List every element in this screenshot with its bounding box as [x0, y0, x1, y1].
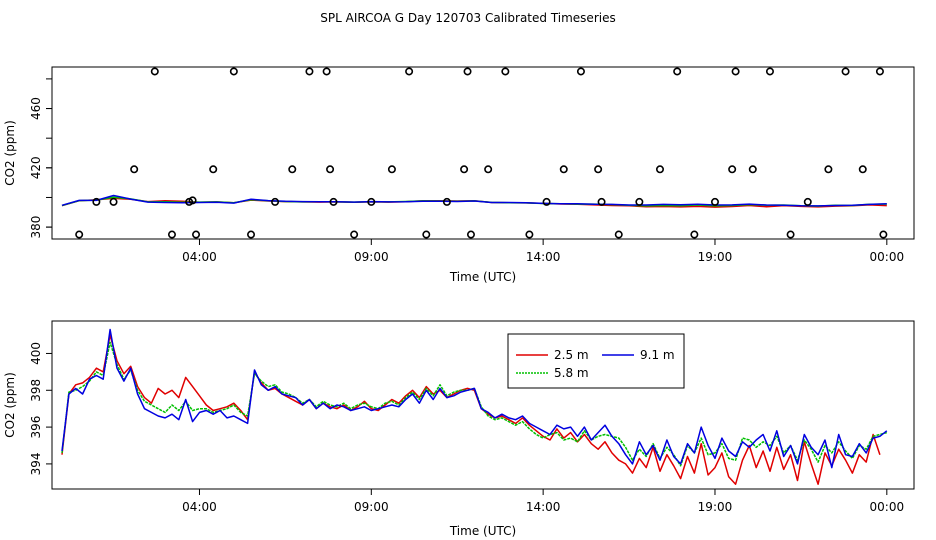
lower-y-axis: 394 396 398 400 — [29, 342, 52, 475]
y-tick-label: 460 — [29, 97, 43, 120]
outlier-point — [841, 67, 850, 76]
legend-box — [507, 333, 685, 389]
y-tick-label: 394 — [29, 452, 43, 475]
outlier-point — [109, 197, 118, 206]
outlier-point — [229, 67, 238, 76]
outlier-point — [748, 165, 757, 174]
outlier-point — [422, 230, 431, 239]
series-line-9-1-m — [61, 328, 888, 469]
y-tick-label: 380 — [29, 216, 43, 239]
outlier-point — [728, 165, 737, 174]
outlier-point — [150, 67, 159, 76]
y-tick-label: 398 — [29, 379, 43, 402]
lower-line-panel: 04:00 09:00 14:00 19:00 00:00 394 396 398 400 T… — [3, 320, 915, 538]
outlier-point — [247, 230, 256, 239]
x-tick-label: 19:00 — [698, 500, 733, 514]
outlier-point — [92, 197, 101, 206]
outlier-point — [710, 197, 719, 206]
upper-y-axis: 380 420 460 — [29, 78, 52, 239]
outlier-point — [858, 165, 867, 174]
outlier-point — [367, 197, 376, 206]
x-tick-label: 14:00 — [526, 500, 561, 514]
series-line-2-5-m — [61, 334, 881, 485]
lower-x-axis: 04:00 09:00 14:00 19:00 00:00 — [182, 489, 904, 514]
y-tick-label: 400 — [29, 342, 43, 365]
x-tick-label: 09:00 — [354, 500, 389, 514]
upper-plot-frame — [51, 66, 915, 240]
lower-y-axis-label: CO2 (ppm) — [3, 372, 17, 438]
upper-scatter-panel: 04:00 09:00 14:00 19:00 00:00 380 420 460 Time… — [3, 66, 915, 284]
outlier-point — [192, 230, 201, 239]
outlier-point — [387, 165, 396, 174]
x-tick-label: 09:00 — [354, 250, 389, 264]
y-tick-label: 420 — [29, 156, 43, 179]
upper-series-group — [61, 67, 888, 239]
outlier-point — [209, 165, 218, 174]
series-line-5-8-m — [61, 341, 887, 467]
legend-label-5-8m: 5.8 m — [554, 366, 589, 380]
outlier-point — [803, 197, 812, 206]
outlier-point — [130, 165, 139, 174]
lower-plot-frame — [51, 320, 915, 490]
outlier-point — [635, 197, 644, 206]
outlier-point — [350, 230, 359, 239]
outlier-point — [594, 165, 603, 174]
legend-label-9-1m: 9.1 m — [640, 348, 675, 362]
outlier-point — [731, 67, 740, 76]
x-tick-label: 00:00 — [870, 500, 905, 514]
lower-series-group — [61, 328, 888, 485]
outlier-point — [690, 230, 699, 239]
outlier-point — [501, 67, 510, 76]
outlier-point — [405, 67, 414, 76]
outlier-point — [875, 67, 884, 76]
upper-y-axis-label: CO2 (ppm) — [3, 120, 17, 186]
lower-x-axis-label: Time (UTC) — [449, 524, 516, 538]
outlier-point — [460, 165, 469, 174]
outlier-point — [879, 230, 888, 239]
outlier-point — [576, 67, 585, 76]
outlier-point — [75, 230, 84, 239]
outlier-point — [655, 165, 664, 174]
outlier-point — [271, 197, 280, 206]
outlier-point — [329, 197, 338, 206]
outlier-point — [597, 197, 606, 206]
outlier-point — [484, 165, 493, 174]
upper-x-axis-label: Time (UTC) — [449, 270, 516, 284]
outlier-point — [466, 230, 475, 239]
outlier-point — [463, 67, 472, 76]
chart-title: SPL AIRCOA G Day 120703 Calibrated Times… — [320, 11, 615, 25]
outlier-point — [824, 165, 833, 174]
outlier-point — [525, 230, 534, 239]
y-tick-label: 396 — [29, 416, 43, 439]
x-tick-label: 04:00 — [182, 250, 217, 264]
outlier-point — [786, 230, 795, 239]
outlier-point — [673, 67, 682, 76]
outlier-point — [542, 197, 551, 206]
outlier-point — [559, 165, 568, 174]
outlier-point — [614, 230, 623, 239]
outlier-point — [326, 165, 335, 174]
x-tick-label: 14:00 — [526, 250, 561, 264]
x-tick-label: 19:00 — [698, 250, 733, 264]
x-tick-label: 04:00 — [182, 500, 217, 514]
outlier-point — [765, 67, 774, 76]
series-line-9-1-m — [61, 194, 887, 207]
outlier-point — [167, 230, 176, 239]
legend-label-2-5m: 2.5 m — [554, 348, 589, 362]
outlier-point — [288, 165, 297, 174]
outlier-point — [322, 67, 331, 76]
x-tick-label: 00:00 — [870, 250, 905, 264]
outlier-point — [188, 196, 197, 205]
outlier-point — [305, 67, 314, 76]
outlier-point — [442, 197, 451, 206]
upper-x-axis: 04:00 09:00 14:00 19:00 00:00 — [182, 239, 904, 264]
legend: 2.5 m 9.1 m 5.8 m — [507, 333, 685, 389]
